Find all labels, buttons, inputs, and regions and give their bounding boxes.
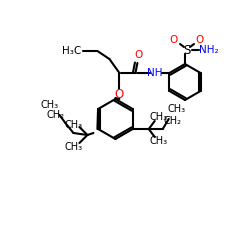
Text: H₃C: H₃C <box>62 46 81 56</box>
Text: CH₂: CH₂ <box>164 116 182 126</box>
Text: CH₃: CH₃ <box>168 104 186 114</box>
Text: O: O <box>170 35 178 45</box>
Text: CH₃: CH₃ <box>64 120 82 130</box>
Text: O: O <box>134 50 142 60</box>
Text: NH₂: NH₂ <box>199 45 219 55</box>
Text: CH₃: CH₃ <box>150 136 168 146</box>
Text: CH₃: CH₃ <box>64 142 82 152</box>
Text: O: O <box>196 35 204 45</box>
Text: S: S <box>183 44 191 57</box>
Text: O: O <box>115 88 124 102</box>
Text: CH₂: CH₂ <box>46 110 64 120</box>
Text: CH₃: CH₃ <box>150 112 168 122</box>
Text: NH: NH <box>147 68 162 78</box>
Text: CH₃: CH₃ <box>40 100 58 110</box>
